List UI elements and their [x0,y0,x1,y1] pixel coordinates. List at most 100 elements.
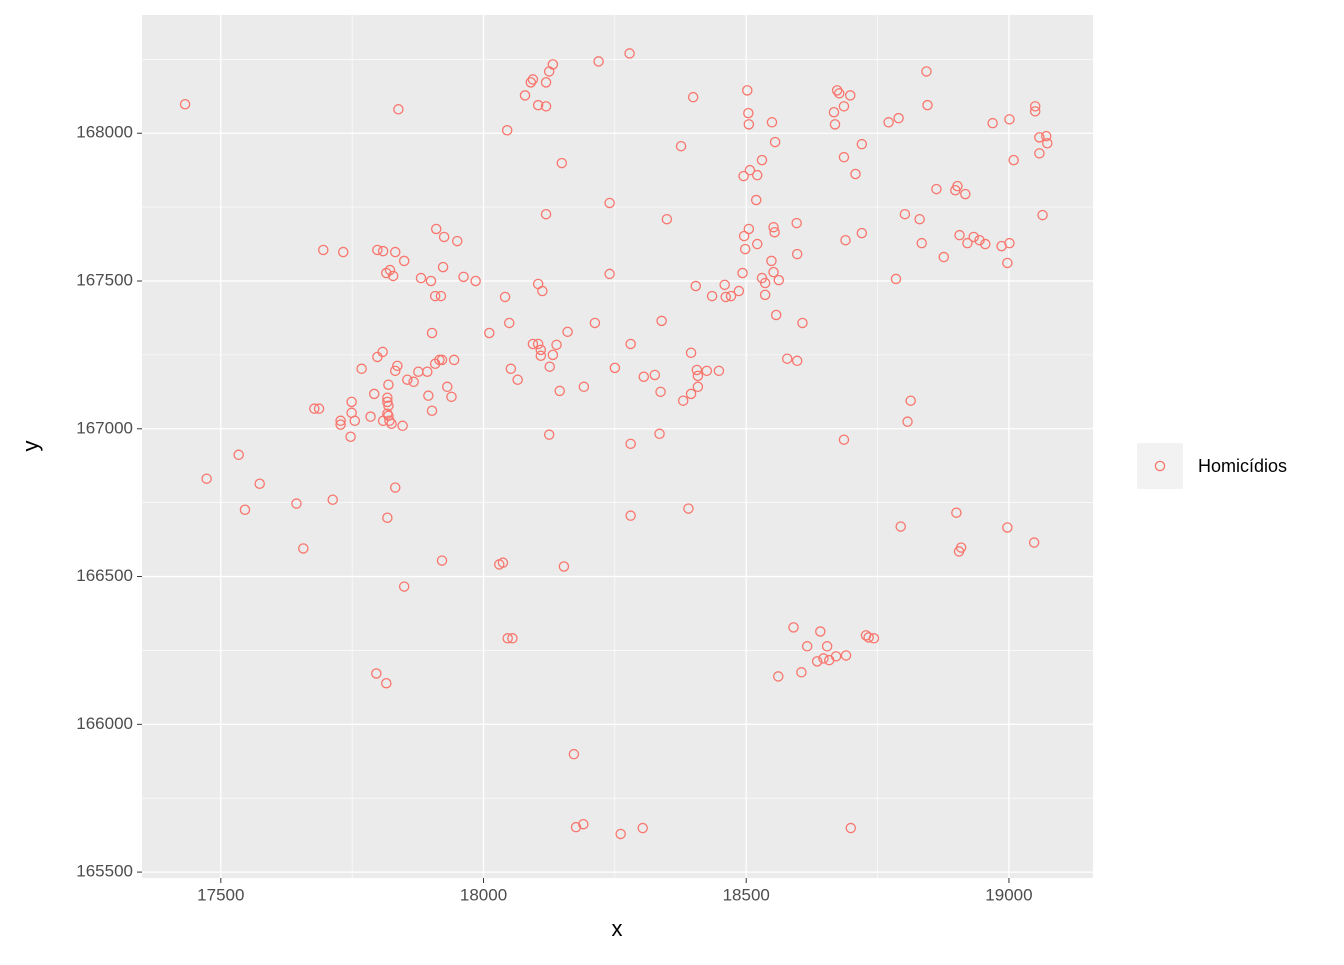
point [532,99,544,111]
point [1004,114,1015,125]
point [543,429,555,440]
point [719,279,730,291]
point [752,169,763,181]
point [389,246,401,258]
point [425,275,437,287]
point [818,653,829,664]
point [739,243,751,255]
point [448,354,460,366]
point [578,381,590,393]
point [845,90,856,101]
point [497,557,509,568]
point [398,581,410,592]
point [298,543,309,554]
point [768,266,779,278]
point [335,419,346,430]
point [791,217,802,229]
point [535,350,547,362]
point [438,231,450,243]
point [759,289,771,301]
point [752,238,763,250]
point [615,828,626,840]
point [742,85,753,96]
point [954,229,965,241]
point [562,326,573,338]
point [365,411,376,422]
point [313,403,325,414]
point [868,633,880,644]
point [377,245,389,257]
point [371,668,382,679]
point [389,482,401,493]
point [980,238,991,250]
point [384,415,395,427]
point [951,507,962,518]
point [470,275,481,287]
point [801,641,813,652]
point [625,438,636,450]
point [1037,209,1048,221]
point [883,117,894,128]
point [423,390,434,401]
point [922,99,933,111]
point [451,235,463,247]
point [953,546,965,557]
point [905,395,916,406]
point [604,268,615,280]
point [537,285,548,297]
legend-key [1137,443,1183,489]
point [830,651,842,662]
point [484,327,495,339]
x-tick-label: 19000 [985,885,1032,904]
point [239,504,251,515]
point [916,237,927,249]
point [720,291,731,303]
point [690,280,702,292]
point [179,99,191,110]
point [1029,106,1041,117]
point [437,261,449,273]
point [402,374,413,385]
point [773,671,784,682]
point [254,478,265,489]
legend-label: Homicídios [1198,456,1287,476]
point [759,277,771,289]
point [382,392,393,403]
point [838,101,850,112]
point [558,561,570,572]
point [547,349,559,361]
point [512,374,523,385]
point [442,381,453,393]
point [570,821,582,833]
point [382,512,393,523]
point [345,431,356,442]
point [593,56,604,67]
point [458,271,469,283]
point [637,822,648,834]
point [713,365,725,377]
point [426,405,438,416]
point [318,244,329,256]
point [675,140,687,152]
point [1008,154,1019,166]
point [692,381,704,393]
point [768,221,779,233]
point [829,119,841,130]
point [899,208,911,220]
point [654,428,665,440]
y-tick-label: 167000 [76,418,133,437]
point [902,416,913,427]
point [422,366,433,377]
point [384,264,396,276]
point [415,272,427,284]
point [430,223,442,235]
point [556,157,568,169]
point [540,77,552,88]
point [838,434,850,445]
point [692,370,704,382]
point [725,290,737,302]
point [738,230,750,242]
point [387,270,399,282]
point [856,138,868,150]
